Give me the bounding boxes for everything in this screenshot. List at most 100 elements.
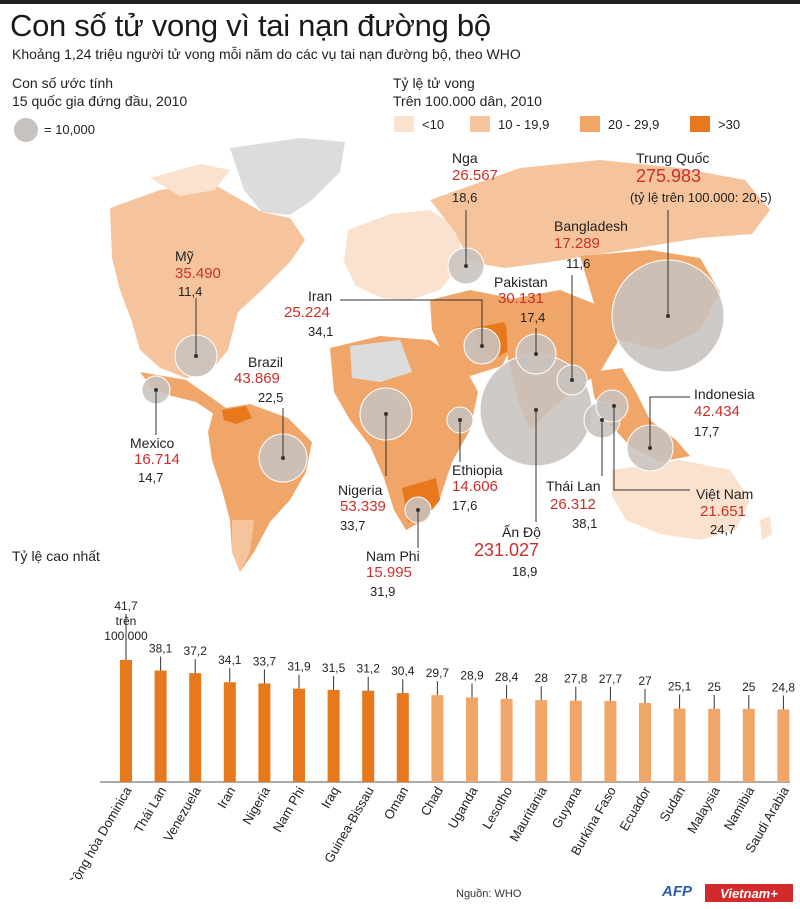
bar-2 (154, 670, 167, 782)
country-rate-indonesia: 17,7 (694, 424, 720, 439)
bar-value-label-3: 37,2 (184, 644, 208, 658)
country-rate-namphi: 31,9 (370, 584, 396, 599)
bar-value-label-5: 33,7 (253, 654, 277, 668)
country-deaths-nigeria: 53.339 (340, 498, 386, 515)
bar-14 (569, 700, 582, 782)
country-rate-ethiopia: 17,6 (452, 498, 478, 513)
rate-legend-label-4: >30 (718, 116, 741, 132)
bar-value-label-4: 34,1 (218, 653, 242, 667)
bar-value-label-2: 38,1 (149, 642, 173, 656)
country-label-iran: Iran (308, 288, 333, 304)
country-deaths-iran: 25.224 (284, 304, 330, 321)
map-nz (760, 516, 772, 540)
bar-category-label-18: Malaysia (684, 783, 723, 836)
bar-value-label-9: 30,4 (391, 664, 415, 678)
country-rate-nga: 18,6 (452, 190, 478, 205)
country-label-ando: Ấn Độ (502, 524, 541, 540)
page-subtitle: Khoảng 1,24 triệu người tử vong mỗi năm … (12, 46, 521, 62)
country-label-mexico: Mexico (130, 435, 175, 451)
rate-legend-item-1: <10 (394, 115, 444, 133)
map-venezuela (222, 406, 252, 424)
bar-value-label-15: 27,7 (599, 672, 623, 686)
country-label-bangladesh: Bangladesh (554, 218, 628, 234)
country-deaths-namphi: 15.995 (366, 564, 412, 581)
rate-legend-label-3: 20 - 29,9 (608, 116, 660, 132)
country-deaths-pakistan: 30.131 (498, 290, 544, 307)
country-label-nga: Nga (452, 150, 478, 166)
bar-value-label-19: 25 (742, 680, 756, 694)
rate-legend-swatch-4 (690, 116, 710, 132)
dot-iran (480, 344, 484, 348)
rate-legend-item-2: 10 - 19,9 (470, 115, 549, 133)
bar-unit-label-1: trên (116, 614, 137, 628)
dot-pakistan (534, 352, 538, 356)
map-sahara (350, 340, 412, 382)
rate-legend-item-3: 20 - 29,9 (580, 115, 659, 133)
bar-value-label-13: 28 (535, 671, 549, 685)
bar-category-label-4: Iran (214, 784, 238, 811)
country-label-thailan: Thái Lan (546, 478, 601, 494)
country-rate-bangladesh: 11,6 (566, 256, 591, 271)
country-deaths-ethiopia: 14.606 (452, 478, 498, 495)
bar-value-label-10: 29,7 (426, 666, 450, 680)
bar-category-label-6: Nam Phi (270, 784, 308, 835)
country-rate-mexico: 14,7 (138, 470, 164, 485)
bar-value-label-1: 41,7 (114, 599, 138, 613)
bar-value-label-8: 31,2 (357, 662, 381, 676)
map-australia (612, 460, 750, 540)
bar-category-label-19: Namibia (721, 783, 758, 832)
country-rate-iran: 34,1 (308, 324, 334, 339)
dot-brazil (281, 456, 285, 460)
dot-thailan (600, 418, 604, 422)
bar-category-label-11: Uganda (445, 783, 481, 831)
country-deaths-indonesia: 42.434 (694, 403, 740, 420)
bar-6 (293, 688, 305, 782)
map-canada-north (150, 164, 230, 196)
dot-ando (534, 408, 538, 412)
bar-category-label-16: Ecuador (616, 783, 654, 833)
leader-iran (340, 299, 483, 346)
rate-legend-swatch-3 (580, 116, 600, 132)
source-note: Nguồn: WHO (456, 888, 522, 900)
rate-legend-heading: Tỷ lệ tử vong (393, 75, 475, 91)
bar-unit-label-2: 100.000 (104, 629, 148, 643)
country-label-nigeria: Nigeria (338, 482, 383, 498)
map-greenland (230, 138, 345, 215)
map-europe (344, 210, 462, 300)
country-rate-vietnam: 24,7 (710, 522, 736, 537)
country-deaths-trungquoc: 275.983 (636, 166, 702, 186)
country-deaths-mexico: 16.714 (134, 451, 180, 468)
bar-17 (673, 708, 686, 782)
dot-vietnam (612, 404, 616, 408)
country-rate-pakistan: 17,4 (520, 310, 546, 325)
country-deaths-nga: 26.567 (452, 167, 498, 184)
map-russia (430, 160, 770, 268)
country-deaths-my: 35.490 (175, 265, 221, 282)
country-label-my: Mỹ (175, 248, 194, 264)
bar-category-label-1: Cộng hòa Dominica (65, 783, 135, 880)
country-label-pakistan: Pakistan (494, 274, 548, 290)
bar-11 (466, 697, 478, 782)
size-legend-heading: Con số ước tính (12, 75, 114, 91)
bar-16 (639, 703, 651, 782)
bar-value-label-18: 25 (708, 680, 722, 694)
page-title: Con số tử vong vì tai nạn đường bộ (10, 8, 491, 43)
bar-category-label-9: Oman (381, 784, 412, 822)
chart-title: Tỷ lệ cao nhất (12, 548, 100, 564)
size-legend-circle (14, 118, 38, 142)
dot-bangladesh (570, 378, 574, 382)
bar-value-label-14: 27,8 (564, 672, 588, 686)
dot-namphi (416, 508, 420, 512)
bar-7 (327, 689, 340, 782)
bar-value-label-16: 27 (638, 674, 652, 688)
rate-legend-swatch-2 (470, 116, 490, 132)
dot-indonesia (648, 446, 652, 450)
country-rate-brazil: 22,5 (258, 390, 284, 405)
country-deaths-thailan: 26.312 (550, 496, 596, 513)
bar-category-label-12: Lesotho (479, 784, 515, 832)
size-legend-label: = 10,000 (44, 122, 95, 137)
bar-19 (742, 708, 755, 782)
dot-trungquoc (666, 314, 670, 318)
top-rule (0, 0, 800, 4)
country-label-indonesia: Indonesia (694, 386, 755, 402)
